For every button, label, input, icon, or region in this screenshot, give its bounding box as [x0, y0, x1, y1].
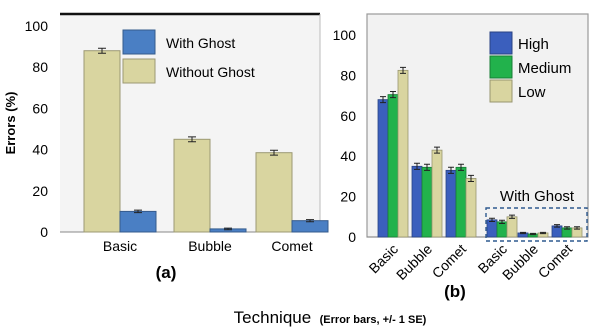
panel-b-error-bar: [574, 226, 580, 230]
panel-b-error-bar: [434, 146, 440, 154]
panel-a-label: (a): [156, 263, 177, 282]
panel-b-error-bar: [489, 217, 495, 222]
panel-a-bar: [119, 210, 157, 233]
panel-a-error-bar: [188, 136, 196, 143]
panel-b-bar: [421, 166, 433, 238]
panel-a-error-bar: [224, 227, 232, 231]
panel-b-error-bar: [554, 224, 560, 228]
panel-a-error-bar: [270, 149, 278, 156]
panel-b-legend-label: High: [518, 36, 549, 53]
panel-b-group-label: With Ghost: [500, 188, 575, 205]
panel-b-ytick-label: 40: [340, 148, 356, 164]
panel-a-category-label: Bubble: [188, 238, 232, 254]
panel-b-category-label: Comet: [535, 241, 576, 282]
panel-b-label: (b): [444, 282, 466, 301]
panel-a-ytick-label: 20: [32, 183, 48, 199]
panel-b-category-label: Bubble: [499, 241, 541, 283]
panel-b-category-label: Bubble: [393, 241, 435, 283]
panel-b-error-bar: [468, 174, 474, 182]
panel-b-bar: [506, 216, 518, 238]
panel-b-error-bar: [530, 232, 536, 236]
figure-xlabel-note: (Error bars, +/- 1 SE): [320, 314, 427, 326]
panel-b-bar: [387, 94, 399, 238]
figure-xlabel-main: Technique: [234, 308, 312, 327]
panel-b-legend-swatch: [489, 79, 513, 103]
panel-a-ytick-label: 80: [32, 59, 48, 75]
panel-b-error-bar: [499, 219, 505, 224]
panel-b-bar: [431, 149, 443, 238]
panel-b-error-bar: [509, 214, 515, 219]
panel-b-legend-label: Low: [518, 84, 546, 101]
panel-a-ylabel: Errors (%): [3, 92, 18, 155]
panel-b-legend-swatch: [489, 31, 513, 55]
panel-a-bar: [291, 220, 329, 233]
panel-a-error-bar: [306, 219, 314, 223]
panel-a-ytick-label: 40: [32, 142, 48, 158]
panel-a-legend-swatch: [122, 29, 156, 55]
panel-b-error-bar: [380, 96, 386, 104]
panel-a-legend-label: With Ghost: [166, 35, 235, 51]
panel-b-bar: [486, 219, 498, 238]
panel-b-legend-swatch: [489, 55, 513, 79]
figure-xlabel: Technique (Error bars, +/- 1 SE): [234, 308, 427, 327]
panel-b-ytick-label: 20: [340, 189, 356, 205]
panel-b-error-bar: [540, 231, 546, 235]
panel-a-legend-label: Without Ghost: [166, 64, 255, 80]
panel-b-bar: [496, 221, 508, 238]
panel-a-ytick-label: 0: [40, 224, 48, 240]
panel-b-error-bar: [400, 66, 406, 74]
panel-a-bar: [83, 50, 121, 233]
panel-b-error-bar: [458, 163, 464, 171]
panel-a-category-label: Basic: [103, 238, 137, 254]
panel-b-error-bar: [390, 91, 396, 99]
panel-a-error-bar: [98, 47, 106, 54]
panel-a-chart: 0 20 40 60 80 100 Errors (%) Basic Bubble Comet Wi…: [3, 12, 329, 254]
panel-b-bar: [465, 178, 477, 238]
panel-b-error-bar: [448, 166, 454, 174]
panel-a-ytick-label: 60: [32, 100, 48, 116]
panel-b-error-bar: [520, 231, 526, 235]
panel-a-legend-swatch: [122, 58, 156, 84]
panel-b-bar: [377, 99, 389, 238]
panel-b-ytick-label: 80: [340, 67, 356, 83]
panel-b-ytick-label: 0: [348, 229, 356, 245]
panel-a-bar: [255, 152, 293, 233]
panel-b-legend-label: Medium: [518, 60, 571, 77]
panel-b-error-bar: [424, 163, 430, 171]
panel-b-category-label: Comet: [429, 241, 470, 282]
panel-a-ytick-label: 100: [25, 18, 49, 34]
panel-b-bar: [455, 166, 467, 238]
panel-b-ytick-label: 100: [333, 27, 357, 43]
panel-b-bar: [411, 165, 423, 238]
panel-a-bar: [173, 138, 211, 233]
panel-b-bar: [397, 69, 409, 238]
panel-a-category-label: Comet: [271, 238, 312, 254]
panel-a-error-bar: [134, 209, 142, 214]
panel-b-bar: [445, 169, 457, 238]
panel-b-error-bar: [414, 162, 420, 170]
panel-b-group-box: [485, 207, 588, 242]
panel-b-error-bar: [564, 226, 570, 230]
panel-b-ytick-label: 60: [340, 108, 356, 124]
